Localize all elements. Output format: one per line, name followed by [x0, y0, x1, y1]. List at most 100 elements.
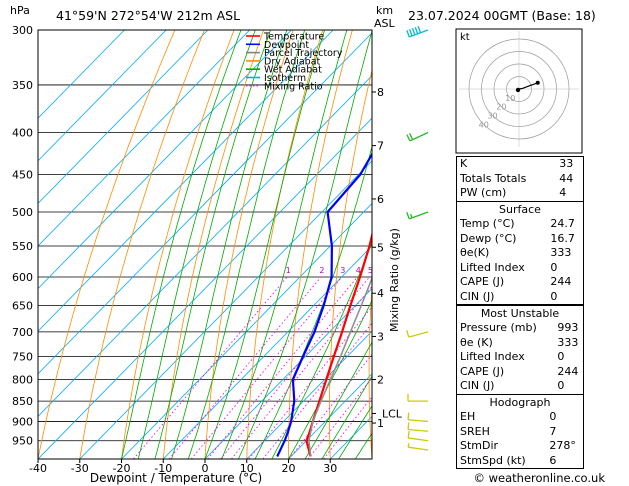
index-label: Pressure (mb) [460, 321, 537, 334]
height-tick-label: 1 [377, 417, 384, 430]
temperature-tick-label: -30 [71, 462, 89, 475]
mixing-ratio-axis-title: Mixing Ratio (g/kg) [388, 228, 401, 332]
pressure-tick-label: 500 [12, 206, 33, 219]
isotherm-line [38, 30, 209, 204]
asl-label: ASL [374, 17, 396, 30]
index-label: Temp (°C) [460, 217, 515, 230]
index-row: CAPE (J) 244 [457, 365, 583, 380]
index-value: 278° [549, 439, 576, 452]
legend-label: Dewpoint [264, 40, 309, 51]
hodograph-ring-label: 30 [487, 112, 497, 121]
temperature-tick-label: 20 [282, 462, 296, 475]
index-row: CIN (J) 0 [457, 379, 583, 394]
index-value: 24.7 [550, 217, 575, 230]
wind-barb-feather [409, 133, 414, 140]
pressure-tick-label: 550 [12, 240, 33, 253]
surface-title: Surface [499, 203, 541, 216]
wet-adiabat-line [338, 405, 372, 459]
height-tick-label: 6 [377, 193, 384, 206]
index-label: StmDir [460, 439, 499, 452]
axes: 3003504004505005506006507007508008509009… [12, 24, 403, 475]
km-label: km [376, 4, 393, 17]
index-row: CIN (J) 0 [457, 290, 583, 305]
index-label: CAPE (J) [460, 364, 505, 378]
isotherm-line [38, 30, 334, 332]
dry-adiabat-line [121, 30, 235, 459]
wet-adiabat-line [304, 341, 372, 459]
legend-label: Wet Adiabat [264, 65, 322, 76]
index-row: StmSpd (kt) 6 [457, 454, 583, 469]
wind-barb-feather [417, 25, 422, 33]
wet-adiabat-line [288, 299, 372, 459]
index-label: CAPE (J) [460, 275, 505, 288]
index-row: CAPE (J) 244 [457, 275, 583, 290]
pressure-tick-label: 450 [12, 168, 33, 181]
hodograph-stats-title: Hodograph [489, 396, 551, 409]
wind-barb-staff [408, 331, 429, 338]
index-value: 0 [549, 410, 557, 423]
mixing-ratio-line [168, 276, 322, 459]
index-row: PW (cm) 4 [457, 186, 583, 201]
mixing-ratio-line [307, 377, 372, 459]
index-row: SREH 7 [457, 425, 583, 440]
isotherm-line [38, 32, 372, 375]
indices-panel: K 33 Totals Totals 44 PW (cm) 4 [456, 156, 584, 202]
index-value: 244 [550, 275, 572, 288]
index-label: PW (cm) [460, 186, 507, 199]
isotherm-line [38, 30, 250, 247]
index-value: 16.7 [550, 231, 575, 245]
isotherm-line [204, 288, 372, 459]
dry-adiabat-line [288, 30, 353, 459]
index-value: 33 [559, 157, 574, 170]
pressure-tick-label: 850 [12, 395, 33, 408]
index-label: θe(K) [460, 246, 490, 259]
isotherm-line [246, 330, 372, 459]
temperature-tick-label: 10 [240, 462, 254, 475]
wind-barb-feather [409, 29, 413, 37]
pressure-tick-label: 300 [12, 24, 33, 37]
index-value: 6 [549, 453, 557, 467]
dewpoint-line [276, 152, 372, 457]
mixing-ratio-label: 4 [356, 266, 361, 275]
dry-adiabat-line [38, 30, 176, 459]
dry-adiabat-line [204, 30, 294, 459]
pressure-tick-label: 600 [12, 271, 33, 284]
mixing-ratio-label: 6 [378, 266, 383, 275]
wet-adiabat-line [171, 30, 288, 459]
index-value: 993 [557, 321, 579, 334]
pressure-tick-label: 400 [12, 127, 33, 140]
wet-adiabat-line [154, 30, 271, 459]
dry-adiabat-line [408, 30, 442, 459]
most-unstable-title: Most Unstable [480, 307, 560, 320]
wind-barb-feather [406, 330, 410, 338]
index-row: θe(K) 333 [457, 246, 583, 261]
pressure-tick-label: 800 [12, 373, 33, 386]
index-row: Dewp (°C) 16.7 [457, 232, 583, 247]
isotherm-line [79, 160, 372, 459]
hodograph-trace [518, 82, 538, 90]
index-value: 0 [557, 379, 565, 392]
height-tick-label: 3 [377, 330, 384, 343]
dry-adiabat-line [615, 30, 629, 459]
dry-adiabat-line [246, 30, 324, 459]
wind-barb-staff [408, 419, 429, 423]
index-label: θe (K) [460, 335, 493, 349]
index-label: StmSpd (kt) [460, 453, 526, 467]
wind-barb-feather [406, 30, 410, 38]
index-label: EH [460, 410, 476, 423]
height-tick-label: 2 [377, 373, 384, 386]
index-row: Totals Totals 44 [457, 172, 583, 187]
hodograph-unit-label: kt [460, 32, 470, 43]
temperature-tick-label: -20 [113, 462, 131, 475]
temperature-tick-label: -10 [154, 462, 172, 475]
copyright-credit: © weatheronline.co.uk [473, 471, 605, 485]
hodograph-point [535, 80, 540, 85]
index-value: 0 [550, 260, 558, 274]
index-row: θe (K) 333 [457, 336, 583, 351]
index-label: Totals Totals [460, 171, 527, 185]
wind-barb-staff [408, 446, 429, 451]
pressure-unit-label: hPa [10, 4, 30, 17]
pressure-tick-label: 700 [12, 326, 33, 339]
